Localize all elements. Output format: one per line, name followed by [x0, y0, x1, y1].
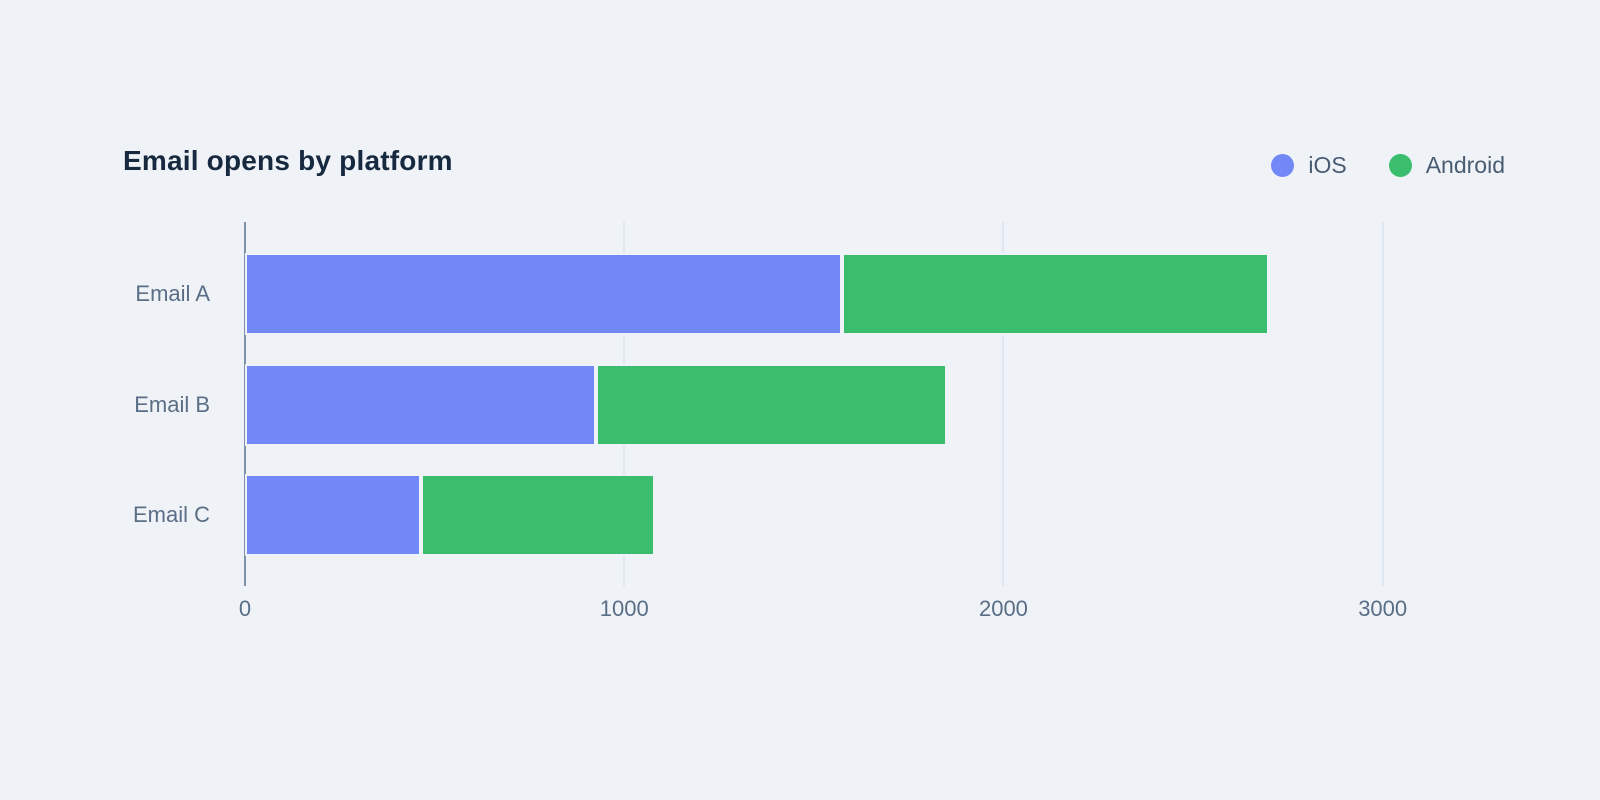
chart-title: Email opens by platform: [123, 145, 453, 176]
bar-segment-android-email-a[interactable]: [842, 253, 1269, 335]
bar-segment-ios-email-a[interactable]: [245, 253, 843, 335]
android-legend-dot-icon: [1388, 154, 1412, 177]
legend-label-ios: iOS: [1308, 152, 1347, 178]
bar-row-email-c: [245, 474, 655, 556]
x-tick-label-3000: 3000: [1358, 596, 1408, 621]
y-category-label-email-a: Email A: [135, 281, 210, 306]
x-tick-label-0: 0: [238, 596, 252, 621]
y-category-label-email-b: Email B: [134, 391, 210, 417]
bar-segment-android-email-b[interactable]: [595, 363, 947, 446]
bar-segment-android-email-c[interactable]: [421, 474, 655, 556]
y-category-label-email-c: Email C: [132, 502, 210, 527]
legend-item-android[interactable]: Android: [1388, 152, 1505, 179]
bar-row-email-b: [245, 363, 947, 446]
bar-segment-ios-email-b[interactable]: [245, 363, 596, 446]
x-tick-label-1000: 1000: [599, 596, 649, 621]
legend-item-ios[interactable]: iOS: [1271, 152, 1347, 179]
bar-segment-ios-email-c[interactable]: [245, 474, 422, 556]
ios-legend-dot-icon: [1271, 154, 1295, 177]
gridline-x-2000: [1002, 222, 1005, 586]
legend: iOS Android: [1271, 152, 1505, 179]
gridline-x-3000: [1381, 222, 1384, 586]
bar-row-email-a: [245, 253, 1269, 335]
plot-area: [244, 222, 1501, 586]
x-tick-label-2000: 2000: [978, 596, 1028, 621]
legend-label-android: Android: [1425, 152, 1505, 178]
